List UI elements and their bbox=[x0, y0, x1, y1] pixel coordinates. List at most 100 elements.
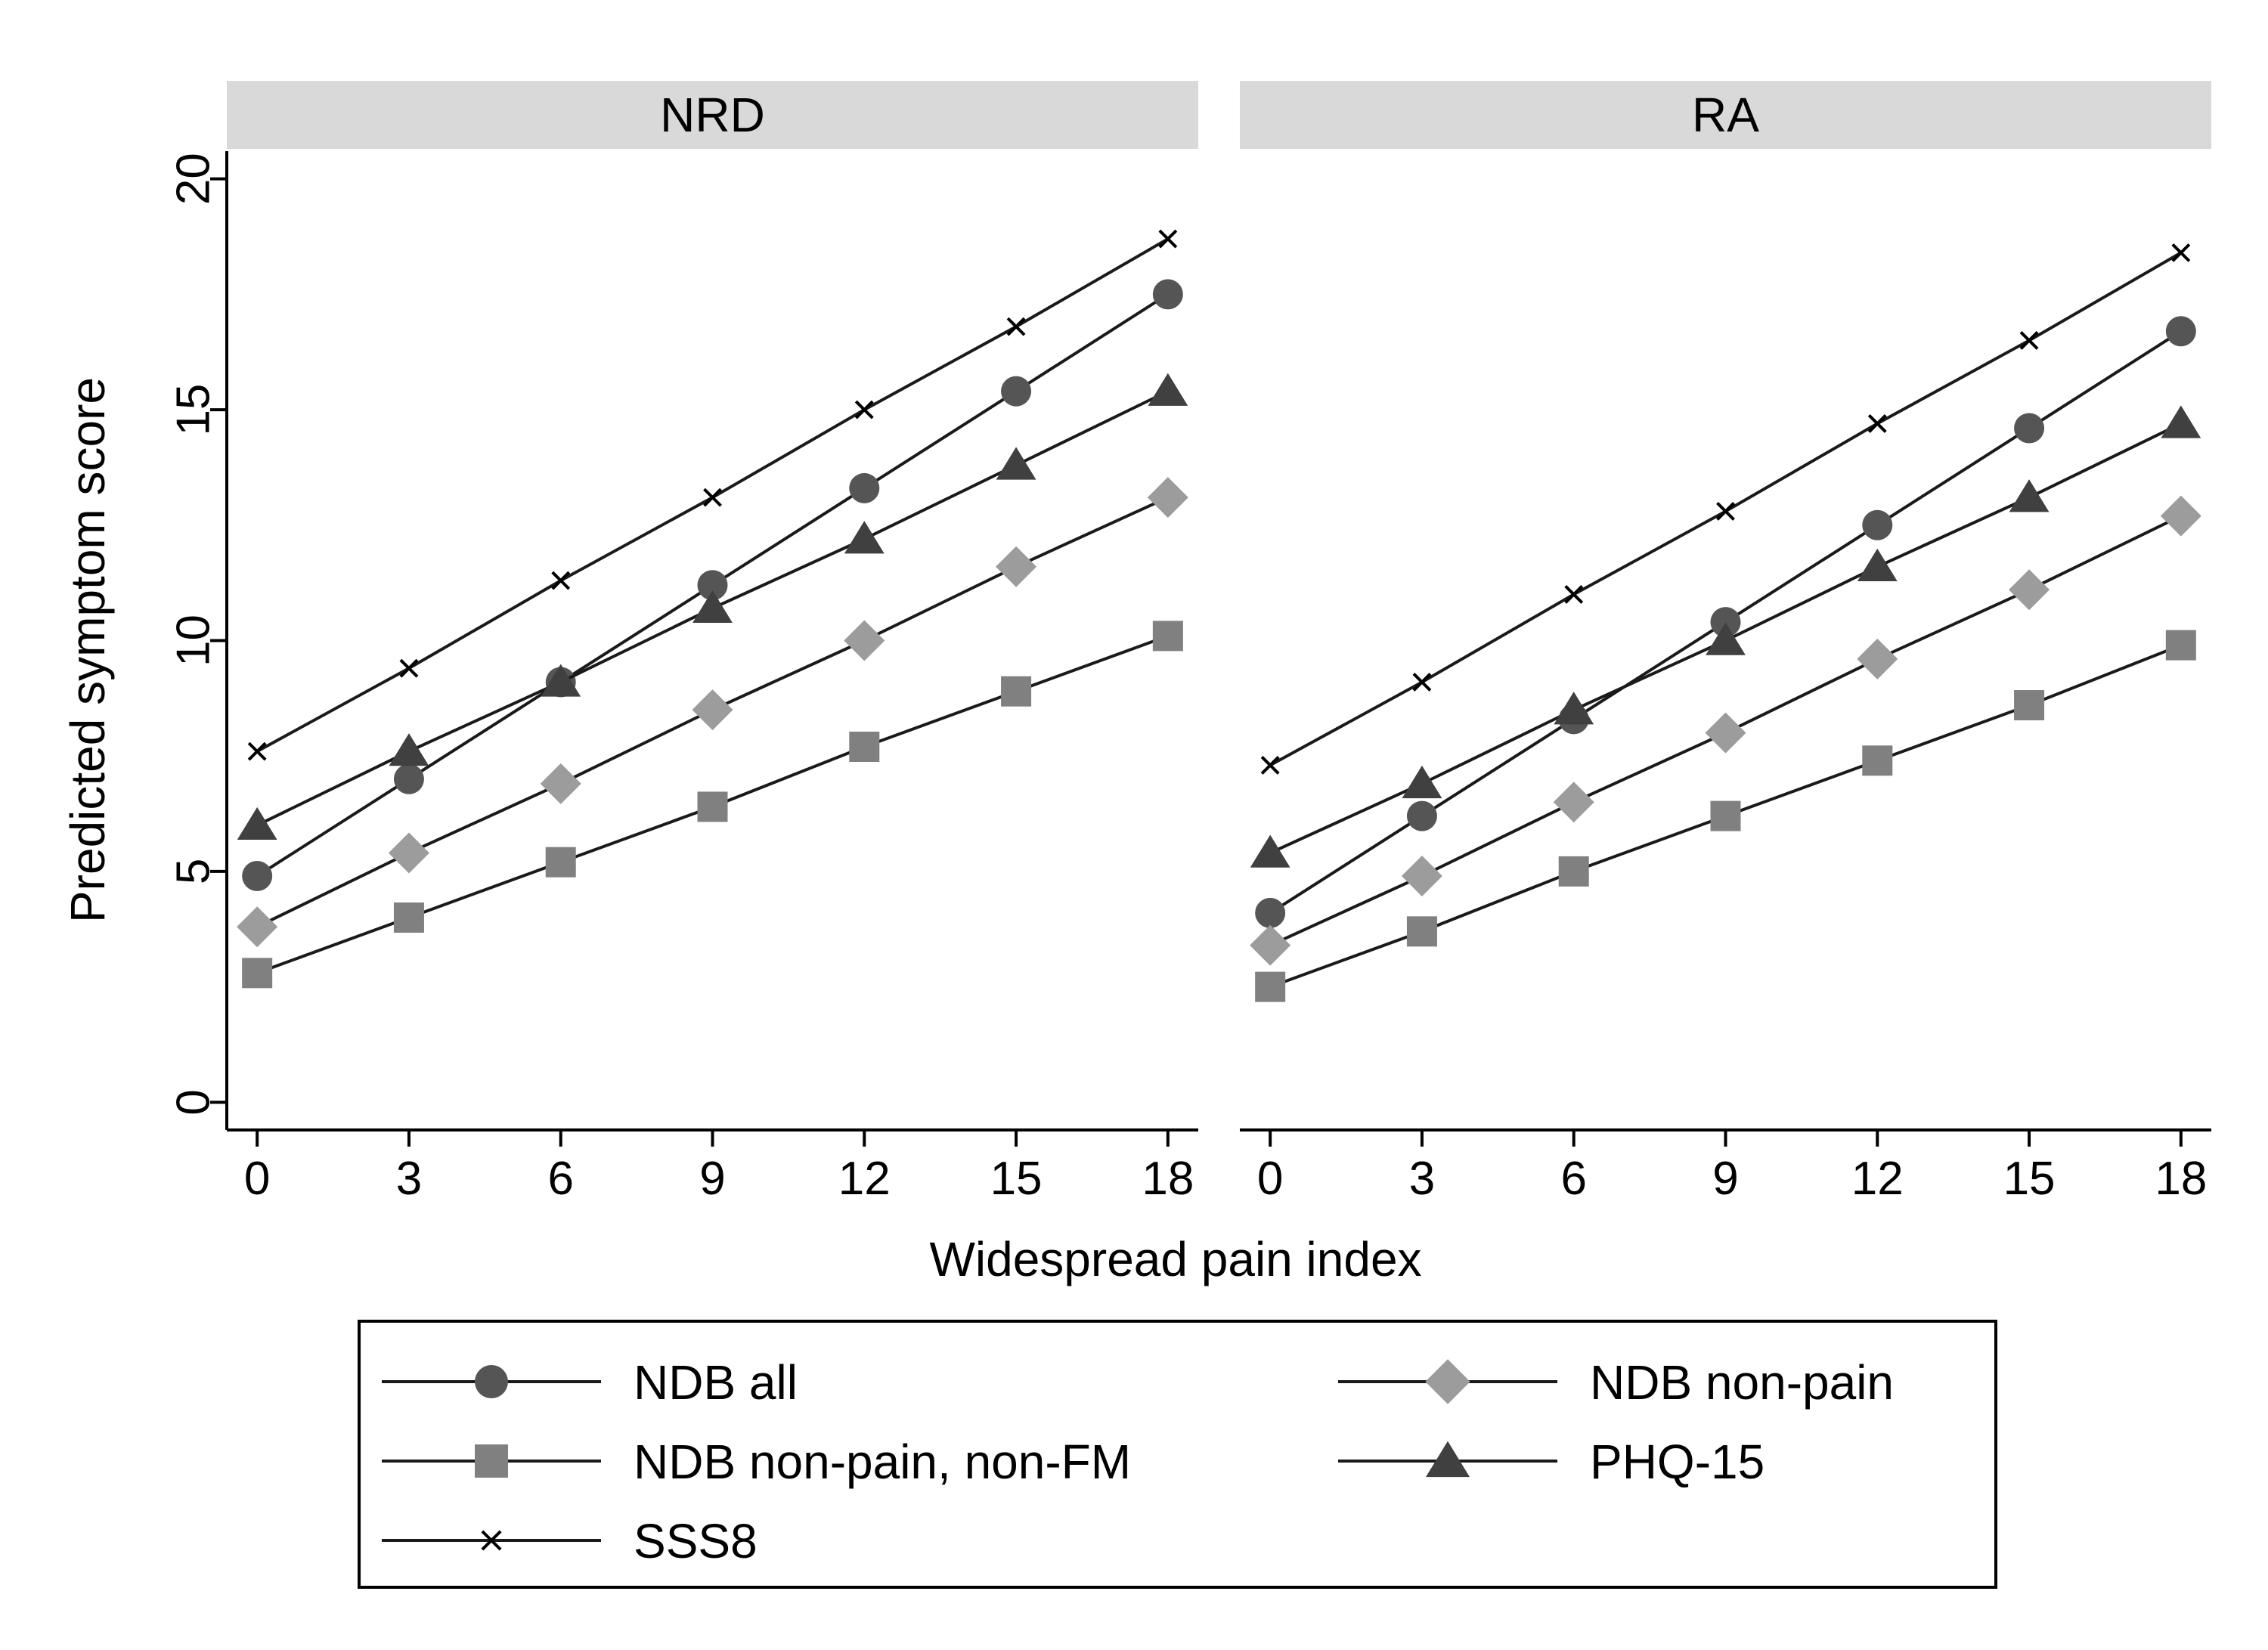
series-ndb-all bbox=[1255, 316, 2196, 928]
series-phq-15 bbox=[1250, 405, 2201, 868]
data-point bbox=[1710, 607, 1741, 638]
data-point bbox=[2019, 331, 2039, 350]
data-point bbox=[2009, 569, 2050, 611]
data-point bbox=[703, 488, 722, 507]
legend-marker bbox=[1425, 1441, 1470, 1478]
data-point bbox=[393, 763, 424, 794]
legend-label: NDB non-pain, non-FM bbox=[634, 1435, 1131, 1489]
y-axis-label: Predicted symptom score bbox=[60, 377, 115, 923]
data-point bbox=[388, 832, 429, 874]
series-sss8 bbox=[1260, 243, 2191, 775]
data-point bbox=[1406, 916, 1437, 947]
data-point bbox=[1862, 745, 1893, 776]
legend-label: NDB non-pain bbox=[1590, 1355, 1894, 1410]
y-tick-label: 15 bbox=[168, 384, 220, 436]
data-point bbox=[541, 664, 581, 697]
data-point bbox=[1148, 373, 1188, 406]
data-point bbox=[2171, 243, 2191, 262]
data-point bbox=[1401, 856, 1442, 897]
panel-title: RA bbox=[1692, 88, 1759, 142]
data-point bbox=[1857, 548, 1898, 581]
data-point bbox=[1716, 502, 1735, 521]
panel-nrd: NRD 0 3 6 9 12 15 18 0 5 10 15 20 bbox=[168, 81, 1198, 1205]
data-point bbox=[399, 658, 419, 678]
legend-item-sss8: SSS8 bbox=[382, 1514, 758, 1568]
data-point bbox=[2161, 405, 2201, 438]
legend-marker bbox=[1425, 1359, 1470, 1404]
x-tick-label: 3 bbox=[396, 1153, 422, 1205]
legend-box bbox=[358, 1320, 1997, 1589]
data-point bbox=[1705, 712, 1746, 754]
data-point bbox=[1402, 765, 1442, 799]
data-point bbox=[237, 806, 277, 840]
data-point bbox=[1857, 638, 1898, 680]
panel-strip bbox=[1240, 81, 2211, 149]
data-point bbox=[545, 847, 576, 878]
data-point bbox=[996, 447, 1036, 480]
data-point bbox=[1867, 413, 1887, 433]
x-tick-label: 0 bbox=[244, 1153, 270, 1205]
series-line bbox=[256, 237, 1169, 753]
y-tick-label: 5 bbox=[168, 859, 220, 884]
data-point bbox=[2165, 316, 2196, 347]
data-point bbox=[697, 791, 728, 822]
data-point bbox=[1152, 621, 1183, 652]
legend-marker bbox=[481, 1530, 502, 1551]
data-point bbox=[1147, 477, 1188, 519]
x-tick-label: 12 bbox=[838, 1153, 891, 1205]
data-point bbox=[2009, 479, 2050, 512]
data-point bbox=[1255, 897, 1286, 928]
data-point bbox=[389, 733, 429, 766]
legend-item-ndb-non-pain: NDB non-pain bbox=[1338, 1355, 1894, 1410]
data-point bbox=[692, 689, 733, 731]
data-point bbox=[849, 731, 880, 762]
data-point bbox=[1250, 924, 1291, 966]
legend: NDB all NDB non-pain NDB non-pain, non-FM P… bbox=[358, 1320, 1997, 1589]
panel-strip bbox=[227, 81, 1198, 149]
data-point bbox=[996, 546, 1037, 587]
series-phq-15 bbox=[237, 373, 1188, 840]
data-point bbox=[1260, 756, 1280, 775]
data-point bbox=[1706, 622, 1746, 655]
data-point bbox=[2160, 495, 2201, 537]
legend-label: SSS8 bbox=[634, 1514, 758, 1568]
data-point bbox=[1152, 279, 1183, 310]
series-ndb-non-pain-non-fm bbox=[242, 621, 1183, 989]
series-ndb-non-pain-non-fm bbox=[1255, 630, 2196, 1002]
x-axis-label: Widespread pain index bbox=[929, 1232, 1421, 1286]
panel-ra: RA 0 3 6 9 12 15 18 bbox=[1240, 81, 2211, 1205]
x-tick-label: 18 bbox=[1142, 1153, 1194, 1205]
data-point bbox=[1564, 585, 1584, 604]
panels: NRD 0 3 6 9 12 15 18 0 5 10 15 20 RA 0 3 6 9 12 15 18 bbox=[168, 81, 2211, 1205]
legend-label: NDB all bbox=[634, 1355, 798, 1410]
legend-marker bbox=[475, 1365, 508, 1398]
data-point bbox=[2014, 413, 2045, 444]
x-tick-label: 6 bbox=[1560, 1153, 1586, 1205]
data-point bbox=[844, 620, 885, 661]
data-point bbox=[854, 400, 874, 419]
x-tick-label: 0 bbox=[1257, 1153, 1283, 1205]
data-point bbox=[1001, 376, 1032, 407]
data-point bbox=[1558, 856, 1589, 887]
data-point bbox=[697, 570, 728, 601]
data-point bbox=[849, 472, 880, 503]
data-point bbox=[692, 590, 733, 623]
x-tick-label: 6 bbox=[547, 1153, 573, 1205]
x-tick-label: 15 bbox=[2003, 1153, 2056, 1205]
series-sss8 bbox=[247, 229, 1178, 761]
data-point bbox=[1412, 673, 1432, 692]
data-point bbox=[393, 902, 424, 933]
data-point bbox=[844, 521, 885, 554]
data-point bbox=[1006, 317, 1026, 336]
data-point bbox=[237, 906, 278, 948]
y-tick-label: 0 bbox=[168, 1089, 220, 1115]
legend-item-ndb-all: NDB all bbox=[382, 1355, 798, 1410]
y-tick-label: 10 bbox=[168, 614, 220, 667]
legend-marker bbox=[475, 1444, 508, 1478]
x-tick-label: 15 bbox=[990, 1153, 1043, 1205]
data-point bbox=[1158, 229, 1178, 249]
data-point bbox=[1406, 800, 1437, 831]
x-tick-label: 18 bbox=[2155, 1153, 2207, 1205]
panel-title: NRD bbox=[660, 88, 765, 142]
